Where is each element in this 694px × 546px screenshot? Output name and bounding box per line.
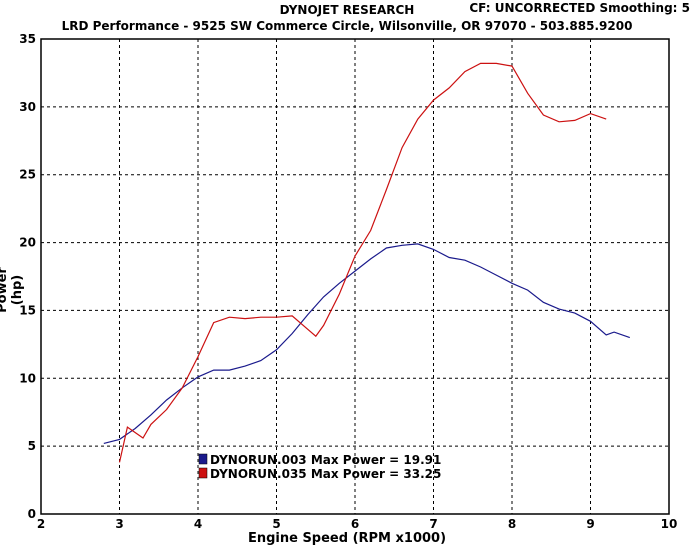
x-tick-label: 2 [37, 517, 45, 531]
x-axis-label: Engine Speed (RPM x1000) [247, 531, 447, 546]
chart-subtitle: LRD Performance - 9525 SW Commerce Circl… [61, 19, 633, 33]
grid [41, 39, 669, 514]
y-tick-label: 35 [19, 32, 36, 46]
correction-info: CF: UNCORRECTED Smoothing: 5 [469, 1, 690, 15]
y-tick-label: 25 [19, 168, 36, 182]
x-tick-label: 6 [351, 517, 359, 531]
axis-ticks: 2 3 4 5 6 7 8 9 10 0 5 10 15 20 25 30 35 [19, 32, 677, 531]
y-tick-label: 0 [28, 507, 36, 521]
x-tick-label: 9 [586, 517, 594, 531]
series-line [118, 62, 607, 463]
legend-swatch [198, 453, 208, 465]
y-tick-label: 15 [19, 303, 36, 317]
x-tick-label: 10 [661, 517, 678, 531]
legend-entry: DYNORUN.003 Max Power = 19.91 [210, 453, 441, 467]
x-tick-label: 8 [508, 517, 516, 531]
y-tick-label: 30 [19, 100, 36, 114]
x-tick-label: 4 [194, 517, 202, 531]
series-line [103, 243, 630, 444]
legend-entry: DYNORUN.035 Max Power = 33.25 [210, 467, 441, 481]
plot-frame [40, 38, 670, 515]
legend-swatch [198, 467, 208, 479]
x-tick-label: 3 [115, 517, 123, 531]
legend: DYNORUN.003 Max Power = 19.91DYNORUN.035… [198, 453, 441, 481]
series-group [103, 62, 630, 463]
y-tick-label: 5 [28, 439, 36, 453]
x-tick-label: 7 [429, 517, 437, 531]
y-tick-label: 10 [19, 371, 36, 385]
x-tick-label: 5 [272, 517, 280, 531]
y-tick-label: 20 [19, 236, 36, 250]
chart-title: DYNOJET RESEARCH [279, 3, 415, 17]
